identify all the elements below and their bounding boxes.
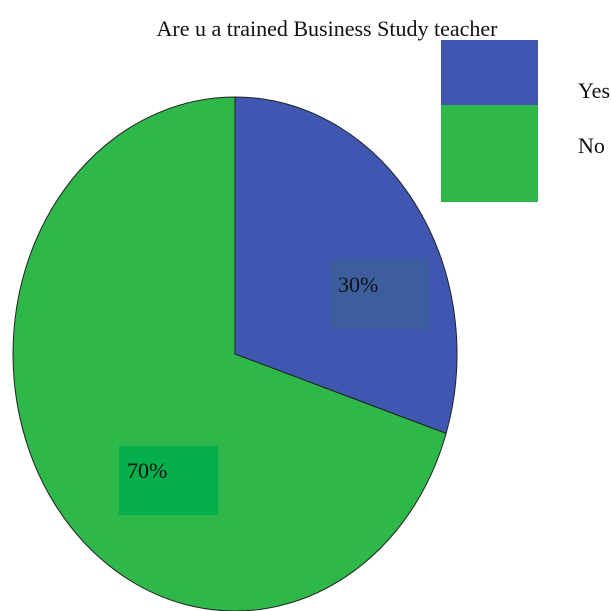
legend-label: No [578, 133, 605, 158]
legend-swatch [441, 40, 538, 105]
value-label-box [330, 260, 429, 329]
value-label-box [119, 446, 218, 515]
chart-title: Are u a trained Business Study teacher [157, 16, 499, 41]
legend-swatch [441, 105, 538, 202]
value-label: 70% [127, 458, 167, 483]
legend-label: Yes [578, 78, 610, 103]
value-label: 30% [338, 272, 378, 297]
